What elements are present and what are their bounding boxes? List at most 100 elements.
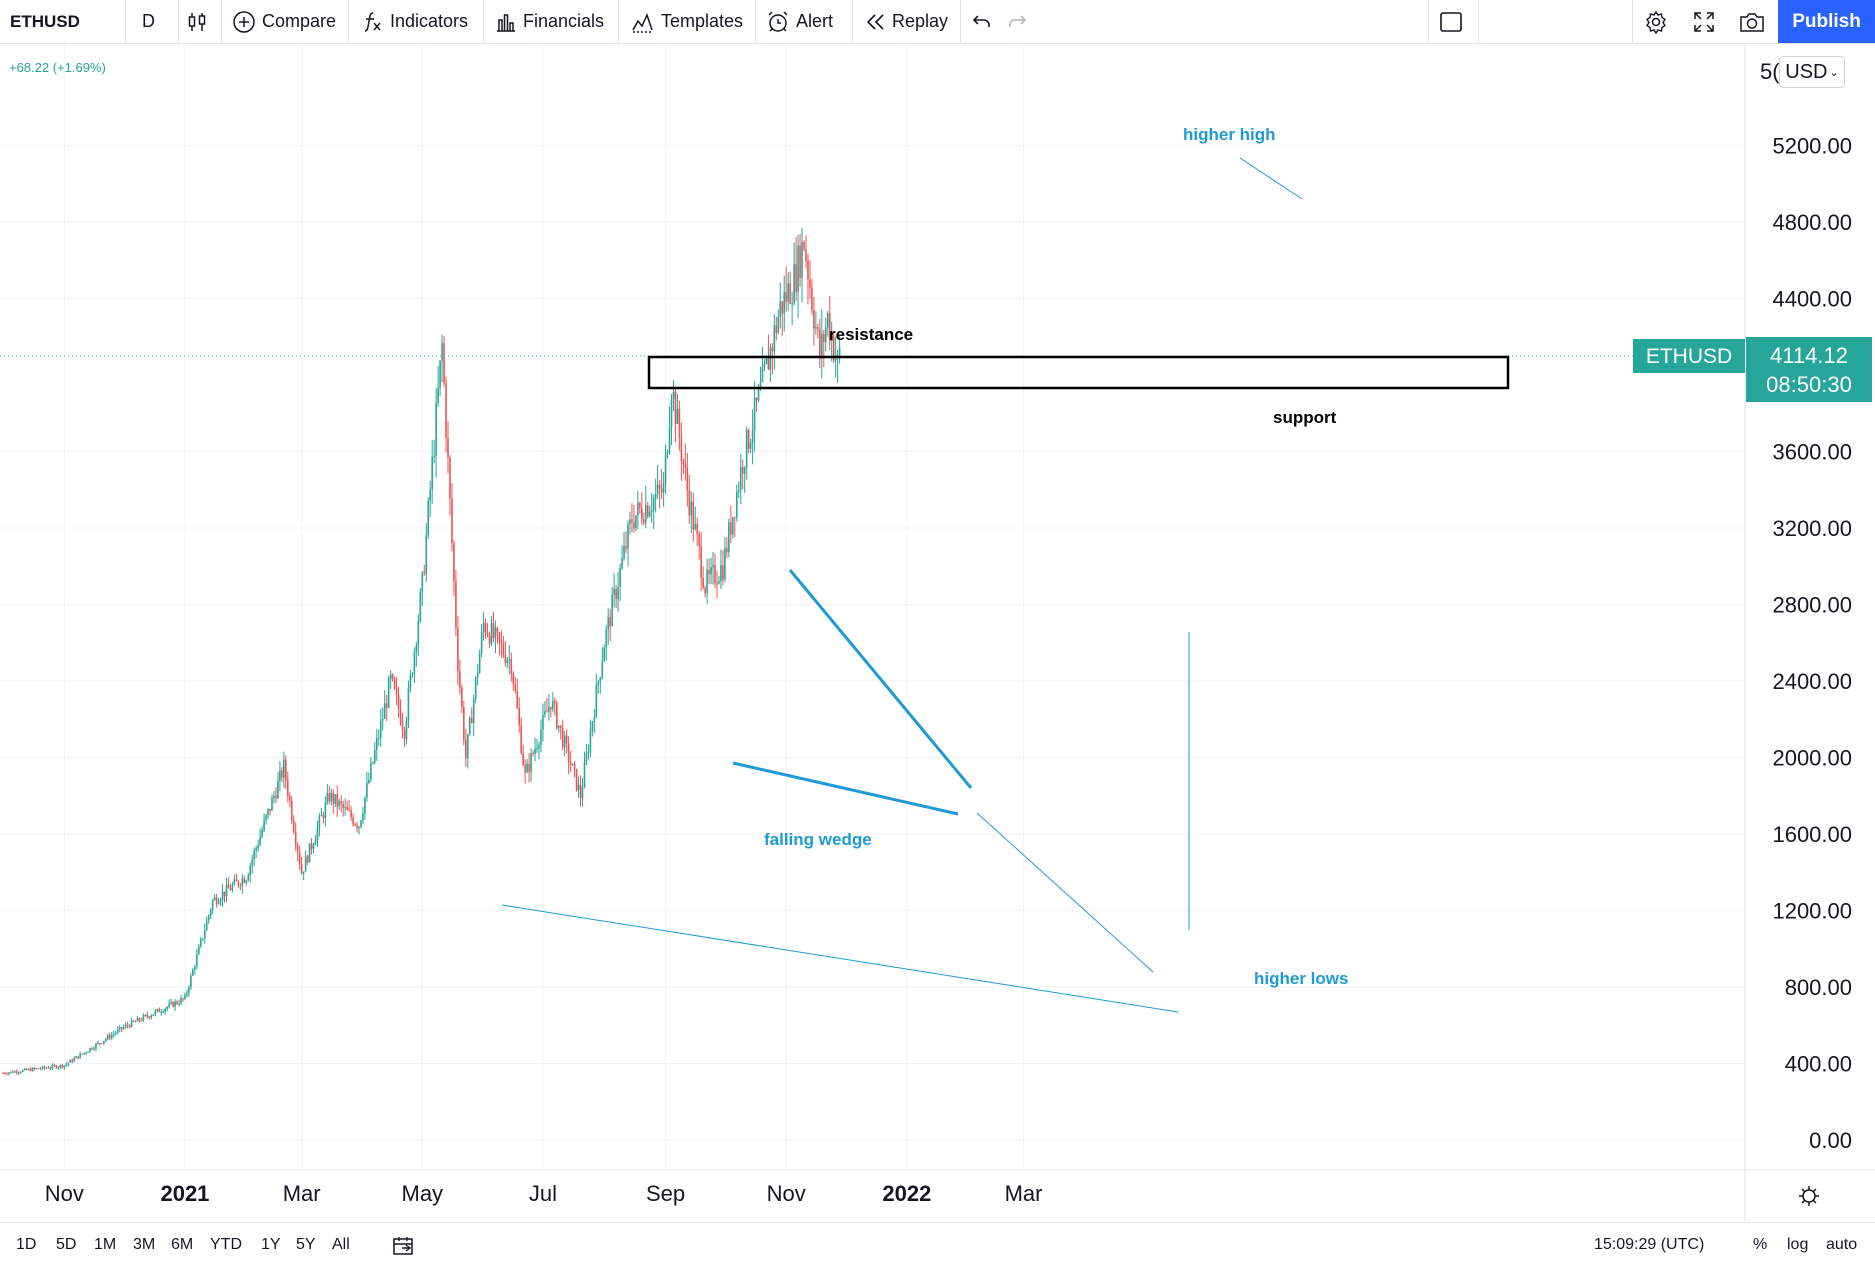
publish-button[interactable]: Publish	[1778, 0, 1875, 43]
time-axis[interactable]: Nov 2021 Mar May Jul Sep Nov 2022 Mar	[0, 1169, 1875, 1206]
candle-body	[366, 782, 368, 798]
templates-button[interactable]: Templates	[631, 0, 743, 43]
candle-body	[150, 1015, 153, 1018]
candle-body	[643, 519, 645, 523]
date-range-button[interactable]	[392, 1236, 414, 1261]
undo-button[interactable]	[972, 0, 992, 43]
alert-button[interactable]: Alert	[766, 0, 833, 43]
range-button-5d[interactable]: 5D	[56, 1236, 77, 1253]
candle-body	[292, 820, 295, 832]
candle-body	[763, 363, 766, 368]
symbol-search[interactable]: ETHUSD	[10, 0, 80, 43]
candle-body	[87, 1051, 89, 1053]
indicators-button[interactable]: Indicators	[362, 0, 468, 43]
candle-body	[379, 720, 382, 738]
candle-body	[459, 671, 461, 688]
auto-toggle[interactable]: auto	[1826, 1236, 1858, 1253]
candle-body	[656, 484, 659, 495]
candle-body	[538, 744, 540, 749]
candle-body	[526, 763, 528, 773]
wedge-pointer-line[interactable]	[976, 812, 1154, 973]
candle-body	[567, 743, 570, 763]
falling-wedge-label: falling wedge	[764, 830, 872, 849]
financials-button[interactable]: Financials	[495, 0, 604, 43]
utc-clock[interactable]: 15:09:29 (UTC)	[1594, 1236, 1705, 1253]
candle-body	[704, 587, 706, 593]
candle-body	[627, 524, 629, 549]
candle-body	[478, 653, 481, 674]
candle-body	[708, 570, 710, 575]
candle-body	[755, 397, 758, 401]
toolbar-divider	[125, 0, 126, 43]
candle-body	[801, 241, 803, 278]
toolbar-divider	[178, 0, 179, 43]
chart-settings-icon[interactable]	[1799, 1186, 1819, 1206]
candle-body	[271, 797, 273, 811]
layout-button[interactable]	[1439, 0, 1463, 43]
chart-drawings: resistance support higher high falling w…	[0, 125, 1745, 1013]
candle-body	[188, 987, 190, 993]
candle-body	[166, 1006, 168, 1009]
currency-select[interactable]: USD ⌄	[1779, 56, 1845, 88]
candle-body	[425, 535, 428, 574]
range-button-1y[interactable]: 1Y	[261, 1236, 281, 1253]
candle-body	[51, 1065, 54, 1068]
range-button-ytd[interactable]: YTD	[210, 1236, 242, 1253]
price-chart[interactable]: resistance support higher high falling w…	[0, 44, 1875, 1222]
candle-body	[504, 654, 507, 664]
candle-body	[540, 729, 542, 745]
candle-body	[281, 770, 283, 778]
candle-body	[571, 763, 574, 766]
candle-body	[105, 1038, 107, 1041]
range-button-1m[interactable]: 1M	[94, 1236, 117, 1253]
candle-body	[676, 408, 679, 425]
candle-body	[605, 629, 608, 648]
candle-body	[314, 840, 317, 846]
candle-body	[407, 688, 410, 721]
candle-body	[510, 658, 513, 674]
candle-body	[130, 1020, 133, 1027]
higher-high-pointer-line[interactable]	[1239, 157, 1303, 200]
redo-button[interactable]	[1007, 0, 1027, 43]
candle-body	[803, 241, 805, 250]
price-axis[interactable]: 5( 5200.00 4800.00 4400.00 3600.00 3200.00 28…	[1744, 44, 1875, 1222]
settings-button[interactable]	[1644, 0, 1668, 43]
chart-type-button[interactable]	[186, 0, 208, 43]
candle-body	[710, 567, 712, 575]
range-button-5y[interactable]: 5Y	[296, 1236, 316, 1253]
log-toggle[interactable]: log	[1787, 1236, 1809, 1253]
candle-body	[39, 1068, 42, 1070]
range-button-3m[interactable]: 3M	[133, 1236, 156, 1253]
candle-body	[714, 564, 716, 584]
higher-lows-trendline[interactable]	[501, 904, 1179, 1013]
candle-body	[99, 1042, 101, 1044]
candle-body	[706, 570, 708, 593]
candle-body	[67, 1062, 70, 1065]
candle-body	[726, 548, 728, 553]
candle-body	[830, 335, 833, 342]
compare-button[interactable]: Compare	[232, 0, 336, 43]
price-tick-label: 4800.00	[1772, 210, 1852, 235]
percent-toggle[interactable]: %	[1753, 1236, 1768, 1253]
candle-body	[759, 382, 762, 389]
fullscreen-button[interactable]	[1693, 0, 1715, 43]
range-button-6m[interactable]: 6M	[171, 1236, 194, 1253]
candle-body	[223, 891, 226, 897]
candle-body	[490, 623, 493, 644]
resistance-support-zone[interactable]	[647, 355, 1510, 390]
candle-body	[595, 684, 598, 717]
candle-body	[362, 813, 364, 821]
range-button-1d[interactable]: 1D	[16, 1236, 37, 1253]
gear-icon	[1644, 10, 1668, 34]
candle-body	[330, 792, 333, 802]
replay-button[interactable]: Replay	[866, 0, 948, 43]
wedge-lower-line[interactable]	[732, 761, 959, 816]
candle-body	[554, 700, 556, 704]
snapshot-button[interactable]	[1739, 0, 1765, 43]
higher-high-label: higher high	[1183, 125, 1276, 144]
candle-body	[678, 408, 681, 438]
interval-button[interactable]: D	[142, 0, 155, 43]
candle-body	[623, 546, 625, 559]
range-button-all[interactable]: All	[332, 1236, 350, 1253]
wedge-upper-line[interactable]	[788, 569, 973, 789]
